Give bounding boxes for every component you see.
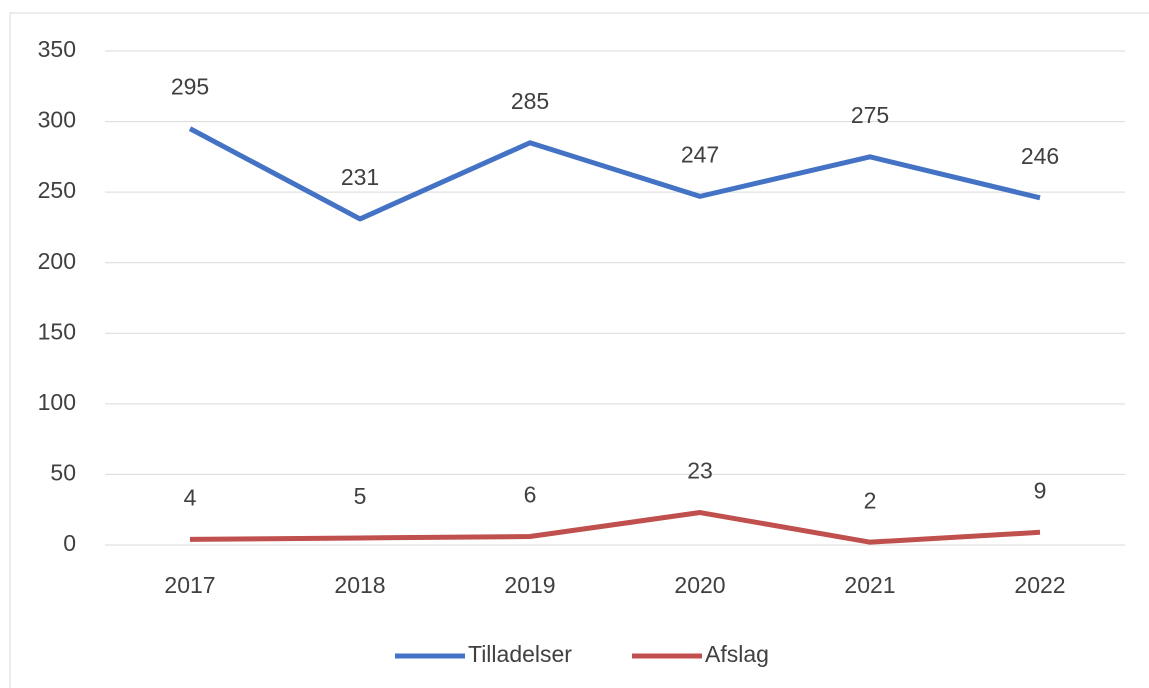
data-label: 246: [1021, 143, 1059, 169]
x-tick-label: 2020: [674, 572, 725, 598]
y-tick-label: 200: [38, 248, 76, 274]
data-label: 247: [681, 141, 719, 167]
x-tick-label: 2019: [504, 572, 555, 598]
x-tick-label: 2017: [164, 572, 215, 598]
y-tick-label: 150: [38, 318, 76, 344]
legend-label: Tilladelser: [468, 641, 572, 667]
data-label: 295: [171, 74, 209, 100]
series-line: [188, 126, 1041, 222]
y-tick-label: 50: [50, 460, 76, 486]
series-line: [189, 510, 1041, 545]
y-tick-label: 350: [38, 36, 76, 62]
x-tick-label: 2018: [334, 572, 385, 598]
data-label: 23: [687, 458, 713, 484]
data-label: 2: [864, 487, 877, 513]
x-tick-label: 2021: [844, 572, 895, 598]
y-tick-label: 300: [38, 107, 76, 133]
legend-label: Afslag: [705, 641, 769, 667]
y-tick-label: 250: [38, 177, 76, 203]
data-label: 285: [511, 88, 549, 114]
y-tick-label: 100: [38, 389, 76, 415]
data-label: 275: [851, 102, 889, 128]
data-label: 6: [524, 482, 537, 508]
data-label: 5: [354, 483, 367, 509]
x-tick-label: 2022: [1014, 572, 1065, 598]
data-label: 4: [184, 484, 197, 510]
y-tick-label: 0: [63, 530, 76, 556]
chart-frame: [9, 12, 1149, 688]
data-label: 231: [341, 164, 379, 190]
data-label: 9: [1034, 477, 1047, 503]
